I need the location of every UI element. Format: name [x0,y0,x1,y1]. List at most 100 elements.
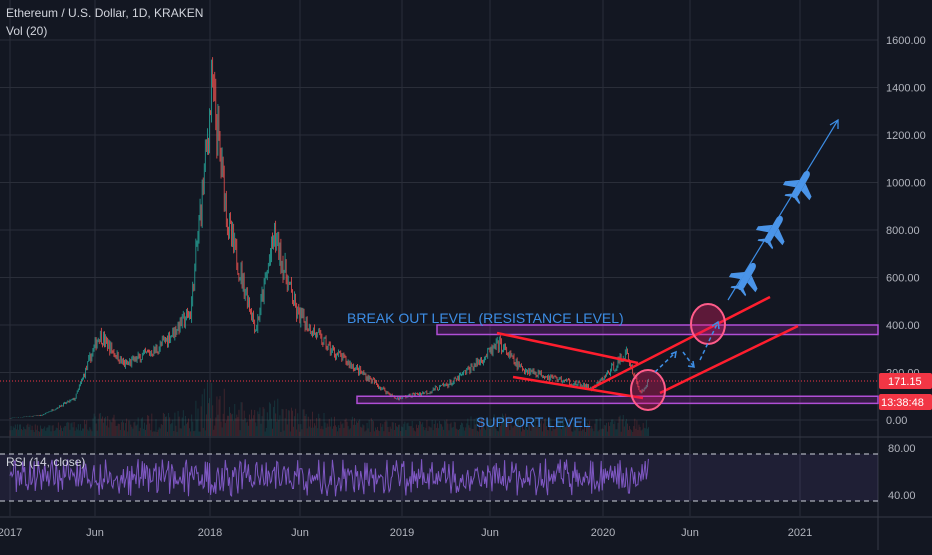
volume-bar-127 [142,428,144,436]
volume-bar-423 [453,421,455,436]
price-axis-label-4: 800.00 [886,225,920,237]
volume-bar-124 [139,427,141,436]
volume-bar-164 [181,417,183,436]
airplane-tail-top-1 [730,285,739,289]
volume-bar-387 [415,424,417,436]
volume-bar-321 [346,421,348,436]
volume-bar-492 [526,428,528,436]
volume-bar-148 [165,416,166,436]
volume-bar-108 [123,422,124,436]
volume-bar-437 [468,425,470,436]
volume-bar-152 [169,417,171,436]
volume-bar-350 [377,426,378,436]
volume-bar-168 [186,423,187,436]
volume-bar-210 [230,412,231,436]
volume-bar-172 [190,431,192,436]
volume-bar-537 [573,422,575,436]
volume-bar-121 [136,424,138,436]
volume-bar-15 [25,429,27,436]
volume-bar-341 [367,428,369,436]
volume-bar-501 [535,427,537,436]
support-level-label: SUPPORT LEVEL [476,414,591,430]
volume-bar-144 [160,424,162,436]
volume-bar-592 [631,430,633,436]
volume-bar-61 [73,422,75,436]
trendline-upper-up [591,295,771,390]
volume-bar-198 [217,414,219,436]
volume-bar-471 [504,420,506,436]
volume-bar-585 [623,426,625,436]
volume-bar-552 [589,420,591,436]
volume-bar-79 [92,418,94,436]
volume-bar-526 [561,419,563,436]
volume-bar-181 [199,431,201,436]
volume-bar-484 [517,418,519,436]
volume-bar-518 [553,429,555,436]
volume-bar-45 [56,428,58,436]
volume-bar-48 [60,425,61,436]
volume-bar-25 [35,429,37,436]
volume-bar-120 [135,425,137,436]
volume-bar-487 [520,431,522,436]
volume-bar-4 [13,427,15,436]
volume-bar-276 [299,431,301,436]
volume-bar-63 [75,427,77,436]
volume-bar-3 [12,426,14,436]
volume-bar-596 [635,428,637,436]
volume-bar-345 [371,420,373,436]
volume-bar-428 [459,428,460,436]
volume-bar-247 [268,402,270,436]
volume-bar-426 [456,429,458,436]
volume-bar-232 [253,415,255,436]
volume-bar-9 [19,424,20,436]
volume-bar-443 [474,424,476,436]
volume-bar-187 [205,414,207,436]
volume-bar-196 [215,417,217,436]
volume-bar-238 [259,407,261,436]
volume-bar-342 [368,419,370,436]
volume-bar-273 [296,429,298,436]
volume-bar-282 [305,414,307,436]
price-axis-label-5: 600.00 [886,273,920,285]
volume-bar-493 [527,430,529,436]
volume-bar-386 [414,431,416,436]
volume-bar-576 [614,421,616,436]
volume-bar-182 [200,406,202,436]
volume-bar-137 [153,430,155,436]
volume-bar-26 [36,425,38,436]
volume-bar-132 [148,415,150,436]
volume-bar-378 [406,423,408,436]
volume-bar-264 [286,424,288,436]
volume-bar-75 [88,430,90,436]
volume-bar-385 [413,430,415,436]
volume-bar-339 [365,430,367,436]
volume-bar-52 [64,426,66,436]
volume-bar-191 [210,418,212,436]
volume-bar-539 [575,421,577,436]
volume-bar-367 [394,422,396,436]
rsi-indicator-label[interactable]: RSI (14, close) [6,455,86,469]
volume-bar-47 [58,429,60,436]
volume-bar-142 [158,427,160,436]
volume-bar-301 [325,427,327,436]
volume-bar-380 [408,426,410,436]
volume-bar-419 [449,423,451,436]
volume-bar-608 [648,427,649,436]
volume-bar-159 [176,431,178,436]
volume-indicator-label[interactable]: Vol (20) [6,24,48,38]
chart-title: Ethereum / U.S. Dollar, 1D, KRAKEN [6,6,204,20]
volume-bar-21 [31,425,33,436]
volume-bar-296 [320,428,322,436]
volume-bar-318 [343,427,345,436]
volume-bar-393 [422,422,424,436]
airplane-tail-bottom-3 [794,196,801,205]
volume-bar-125 [140,418,142,436]
volume-bar-107 [121,420,123,436]
volume-bar-601 [640,430,642,436]
volume-bar-391 [420,421,422,436]
volume-bar-313 [338,425,340,436]
volume-bar-535 [571,431,573,436]
volume-bar-217 [237,417,239,436]
volume-bar-449 [481,417,482,436]
